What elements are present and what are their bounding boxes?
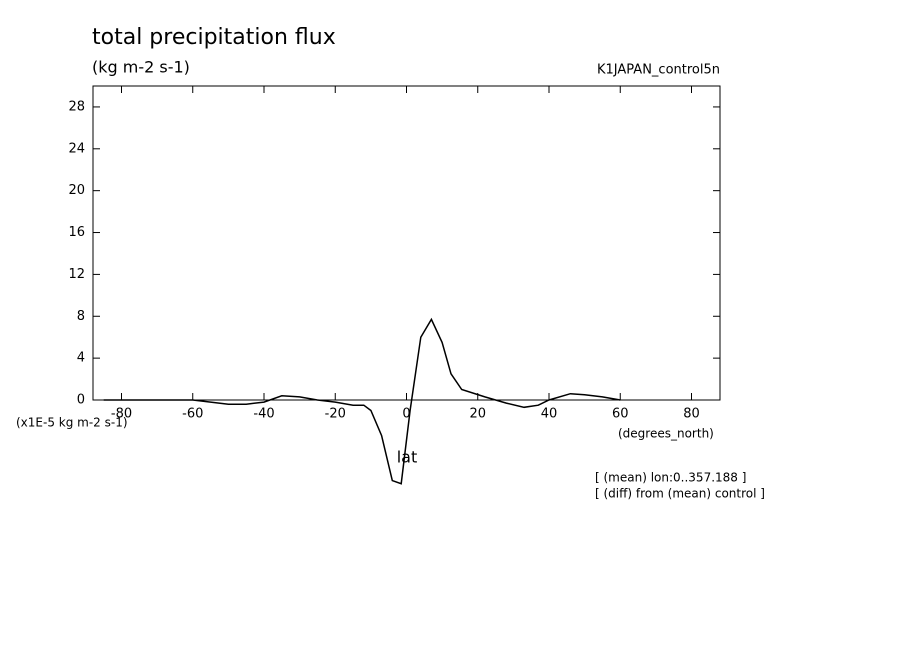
data-line [103, 317, 621, 485]
x-tick-label: -80 [111, 407, 132, 422]
chart-title: total precipitation flux [92, 25, 336, 50]
annotation: [ (diff) from (mean) control ] [595, 487, 765, 501]
x-tick-label: -20 [325, 407, 346, 422]
y-tick-label: 24 [68, 141, 85, 156]
x-tick-label: -60 [182, 407, 203, 422]
y-tick-label: 4 [77, 351, 85, 366]
annotation: [ (mean) lon:0..357.188 ] [595, 471, 746, 485]
y-tick-label: 0 [77, 393, 85, 408]
x-axis-units: (degrees_north) [618, 427, 714, 441]
x-tick-label: 80 [683, 407, 700, 422]
plot-frame [92, 85, 721, 401]
x-tick-label: 0 [402, 407, 410, 422]
y-tick-label: 12 [68, 267, 85, 282]
x-tick-label: 20 [469, 407, 486, 422]
chart-subtitle: (kg m-2 s-1) [92, 58, 190, 77]
x-tick-label: 40 [541, 407, 558, 422]
x-tick-label: 60 [612, 407, 629, 422]
x-axis-label: lat [397, 448, 418, 467]
dataset-label: K1JAPAN_control5n [597, 63, 720, 78]
y-tick-label: 16 [68, 225, 85, 240]
y-tick-label: 28 [68, 99, 85, 114]
y-tick-label: 8 [77, 309, 85, 324]
y-axis-label: (x1E-5 kg m-2 s-1) [16, 416, 128, 430]
y-tick-label: 20 [68, 183, 85, 198]
x-tick-label: -40 [253, 407, 274, 422]
